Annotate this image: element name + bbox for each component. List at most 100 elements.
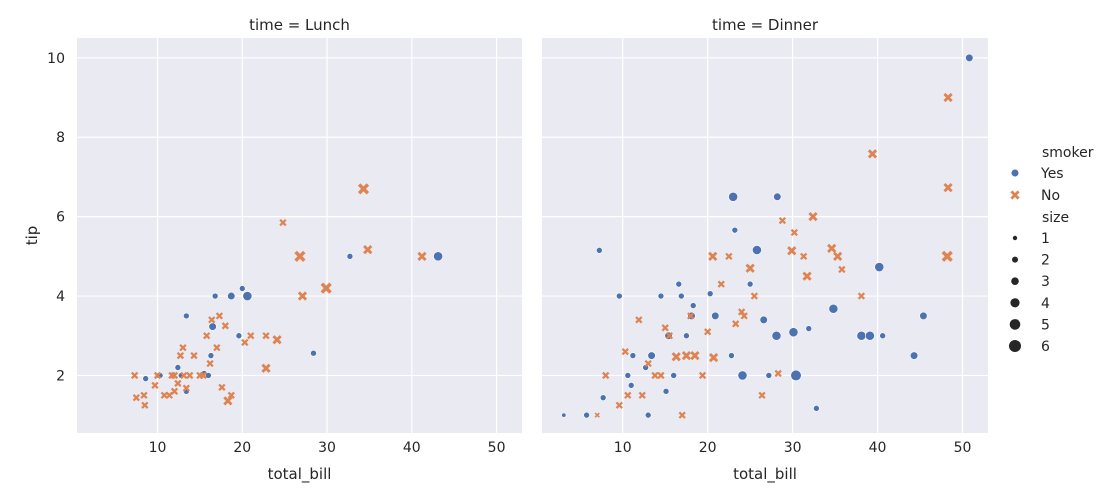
point-smoker-yes — [683, 332, 690, 340]
point-smoker-yes — [599, 394, 607, 401]
panel-title: time = Dinner — [712, 16, 819, 34]
point-smoker-yes — [965, 53, 974, 62]
point-smoker-no — [320, 282, 332, 294]
point-smoker-yes — [805, 325, 813, 332]
point-smoker-no — [678, 411, 686, 419]
point-smoker-no — [215, 312, 224, 320]
point-smoker-yes — [737, 370, 748, 381]
legend-label-no: No — [1041, 188, 1060, 204]
point-smoker-yes — [227, 291, 236, 301]
point-smoker-yes — [675, 280, 683, 288]
legend-size-marker — [1011, 277, 1019, 286]
point-smoker-no — [802, 271, 812, 281]
point-smoker-no — [594, 412, 600, 418]
point-smoker-no — [941, 250, 953, 262]
legend-marker-no — [1010, 190, 1020, 200]
point-smoker-yes — [752, 245, 762, 255]
x-tick-label: 20 — [233, 440, 251, 456]
point-smoker-no — [247, 332, 255, 340]
legend-size-label: 1 — [1041, 231, 1050, 247]
legend: smoker Yes No size 1 2 3 4 5 6 — [1009, 145, 1094, 355]
point-smoker-yes — [647, 351, 656, 360]
point-smoker-yes — [759, 315, 768, 324]
point-smoker-yes — [670, 372, 677, 379]
points — [130, 183, 443, 409]
point-smoker-no — [203, 332, 211, 340]
point-smoker-yes — [174, 364, 182, 371]
x-tick-label: 30 — [318, 440, 336, 456]
legend-size-label: 4 — [1041, 296, 1050, 312]
point-smoker-yes — [629, 352, 637, 359]
legend-marker-yes — [1010, 168, 1020, 178]
point-smoker-no — [635, 316, 643, 324]
point-smoker-no — [717, 280, 725, 288]
point-smoker-no — [176, 351, 185, 360]
point-smoker-yes — [828, 303, 839, 314]
point-smoker-yes — [644, 411, 652, 419]
point-smoker-no — [838, 265, 846, 274]
x-tick-label: 40 — [403, 440, 421, 456]
point-smoker-no — [621, 347, 629, 356]
legend-size-marker — [1012, 235, 1018, 241]
point-smoker-no — [417, 251, 427, 261]
point-smoker-no — [153, 371, 162, 380]
panel-dinner: 10 20 30 40 50 time = Dinner total_bill — [542, 16, 988, 484]
point-smoker-no — [943, 183, 953, 193]
point-smoker-no — [708, 251, 718, 261]
point-smoker-no — [615, 401, 623, 409]
point-smoker-no — [687, 312, 695, 320]
legend-size-title: size — [1042, 210, 1069, 226]
point-smoker-no — [671, 352, 681, 362]
plot-area — [542, 38, 988, 433]
point-smoker-no — [213, 344, 221, 352]
point-smoker-yes — [678, 292, 685, 300]
point-smoker-no — [787, 246, 797, 256]
point-smoker-no — [624, 391, 632, 399]
point-smoker-yes — [346, 253, 354, 260]
point-smoker-yes — [765, 372, 773, 379]
point-smoker-yes — [583, 411, 590, 419]
point-smoker-yes — [865, 330, 875, 341]
point-smoker-yes — [813, 405, 820, 412]
point-smoker-no — [740, 312, 748, 320]
legend-size-marker — [1010, 298, 1020, 308]
point-smoker-yes — [242, 291, 253, 301]
point-smoker-yes — [235, 332, 243, 340]
point-smoker-no — [708, 352, 719, 363]
point-smoker-yes — [728, 352, 735, 359]
point-smoker-no — [261, 363, 271, 373]
point-smoker-no — [725, 252, 733, 260]
point-smoker-no — [279, 218, 287, 227]
point-smoker-no — [221, 322, 229, 330]
point-smoker-yes — [657, 292, 665, 300]
point-smoker-no — [199, 371, 207, 380]
point-smoker-yes — [711, 311, 720, 320]
point-smoker-yes — [879, 332, 886, 340]
point-smoker-no — [732, 320, 740, 328]
legend-size-label: 2 — [1041, 253, 1050, 269]
legend-size-marker — [1012, 256, 1018, 263]
point-smoker-no — [827, 243, 837, 254]
point-smoker-no — [297, 291, 308, 301]
point-smoker-no — [778, 216, 787, 225]
x-tick-label: 10 — [614, 440, 632, 456]
point-smoker-yes — [662, 388, 670, 395]
point-smoker-yes — [731, 226, 739, 234]
point-smoker-no — [651, 371, 659, 380]
point-smoker-no — [363, 244, 373, 255]
point-smoker-no — [800, 252, 808, 260]
point-smoker-yes — [689, 302, 697, 309]
legend-label-yes: Yes — [1040, 166, 1064, 182]
x-tick-label: 30 — [784, 440, 802, 456]
x-tick-label: 20 — [699, 440, 717, 456]
point-smoker-no — [227, 391, 235, 399]
point-smoker-yes — [310, 349, 317, 357]
plot-area — [77, 38, 522, 433]
point-smoker-no — [644, 359, 652, 368]
legend-size-marker — [1009, 319, 1021, 330]
point-smoker-yes — [207, 352, 215, 359]
point-smoker-no — [170, 387, 179, 395]
y-tick-label: 6 — [56, 210, 65, 226]
y-tick-label: 10 — [47, 51, 65, 67]
point-smoker-no — [690, 350, 700, 361]
